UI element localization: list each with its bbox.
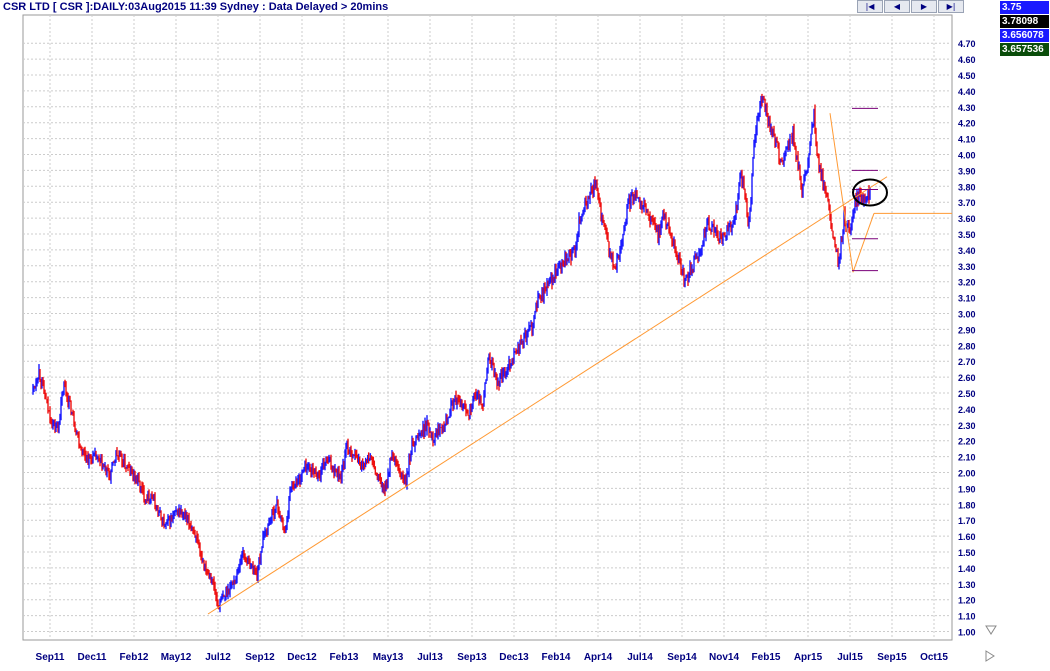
x-tick-label: Dec11	[78, 652, 107, 663]
x-tick-label: Sep14	[667, 652, 697, 663]
y-tick-label: 3.00	[958, 310, 976, 320]
y-tick-label: 1.30	[958, 580, 976, 590]
y-tick-label: 1.50	[958, 548, 976, 558]
y-tick-label: 4.30	[958, 103, 976, 113]
y-tick-label: 3.50	[958, 230, 976, 240]
x-tick-label: Dec12	[287, 652, 317, 663]
y-tick-label: 3.10	[958, 294, 976, 304]
x-tick-label: Dec13	[499, 652, 529, 663]
x-tick-label: Feb14	[542, 652, 571, 663]
y-tick-label: 3.60	[958, 214, 976, 224]
last-price-box: 3.75	[1000, 1, 1049, 14]
y-tick-label: 1.90	[958, 484, 976, 494]
y-tick-label: 4.60	[958, 55, 976, 65]
x-tick-label: Jul12	[205, 652, 231, 663]
plot-area	[22, 14, 953, 641]
x-tick-label: Sep11	[36, 652, 65, 663]
x-tick-label: Apr15	[794, 652, 823, 663]
y-tick-label: 4.70	[958, 39, 976, 49]
y-tick-label: 4.50	[958, 71, 976, 81]
y-tick-label: 2.70	[958, 357, 976, 367]
x-tick-label: Sep13	[457, 652, 487, 663]
y-tick-label: 2.60	[958, 373, 976, 383]
y-tick-label: 3.70	[958, 198, 976, 208]
y-tick-label: 2.90	[958, 325, 976, 335]
y-tick-label: 1.20	[958, 596, 976, 606]
y-tick-label: 1.40	[958, 564, 976, 574]
chart-title: CSR LTD [ CSR ]:DAILY:03Aug2015 11:39 Sy…	[3, 1, 389, 13]
x-tick-label: Nov14	[709, 652, 739, 663]
x-tick-label: Sep12	[245, 652, 275, 663]
x-tick-label: Jul14	[627, 652, 653, 663]
y-tick-label: 2.50	[958, 389, 976, 399]
y-tick-label: 3.80	[958, 182, 976, 192]
y-tick-label: 3.20	[958, 278, 976, 288]
y-tick-label: 2.30	[958, 421, 976, 431]
x-tick-label: Feb12	[120, 652, 149, 663]
downtrend-line	[829, 113, 854, 273]
uptrend-line	[207, 176, 888, 615]
prev-page-button[interactable]: ◀	[884, 0, 910, 13]
next-page-button[interactable]: ▶	[911, 0, 937, 13]
x-tick-label: Sep15	[877, 652, 907, 663]
y-tick-label: 3.40	[958, 246, 976, 256]
recovery-line	[852, 213, 875, 273]
y-tick-label: 4.10	[958, 135, 976, 145]
y-tick-label: 4.40	[958, 87, 976, 97]
x-tick-label: Apr14	[584, 652, 613, 663]
y-tick-label: 4.20	[958, 119, 976, 129]
scroll-down-icon	[985, 625, 997, 635]
y-tick-label: 2.40	[958, 405, 976, 415]
x-tick-label: Jul15	[837, 652, 863, 663]
mid-level-box: 3.656078	[1000, 29, 1049, 42]
first-page-button[interactable]: |◀	[857, 0, 883, 13]
upper-level-box: 3.78098	[1000, 15, 1049, 28]
x-tick-label: May12	[161, 652, 192, 663]
y-tick-label: 1.60	[958, 532, 976, 542]
y-tick-label: 4.00	[958, 151, 976, 161]
y-tick-label: 1.80	[958, 500, 976, 510]
scroll-right-icon	[985, 650, 995, 662]
y-tick-label: 1.00	[958, 628, 976, 638]
highlight-ellipse	[852, 178, 888, 207]
y-tick-label: 3.90	[958, 166, 976, 176]
y-tick-label: 3.30	[958, 262, 976, 272]
y-tick-label: 1.10	[958, 612, 976, 622]
y-tick-label: 2.80	[958, 341, 976, 351]
x-tick-label: Oct15	[920, 652, 948, 663]
chart-navigation: |◀ ◀ ▶ ▶|	[857, 0, 964, 13]
y-tick-label: 2.20	[958, 437, 976, 447]
last-page-button[interactable]: ▶|	[938, 0, 964, 13]
x-tick-label: Feb15	[752, 652, 781, 663]
y-tick-label: 2.10	[958, 453, 976, 463]
x-tick-label: May13	[373, 652, 404, 663]
x-tick-label: Feb13	[330, 652, 359, 663]
x-tick-label: Jul13	[417, 652, 443, 663]
y-tick-label: 2.00	[958, 469, 976, 479]
y-tick-label: 1.70	[958, 516, 976, 526]
lower-level-box: 3.657536	[1000, 43, 1049, 56]
